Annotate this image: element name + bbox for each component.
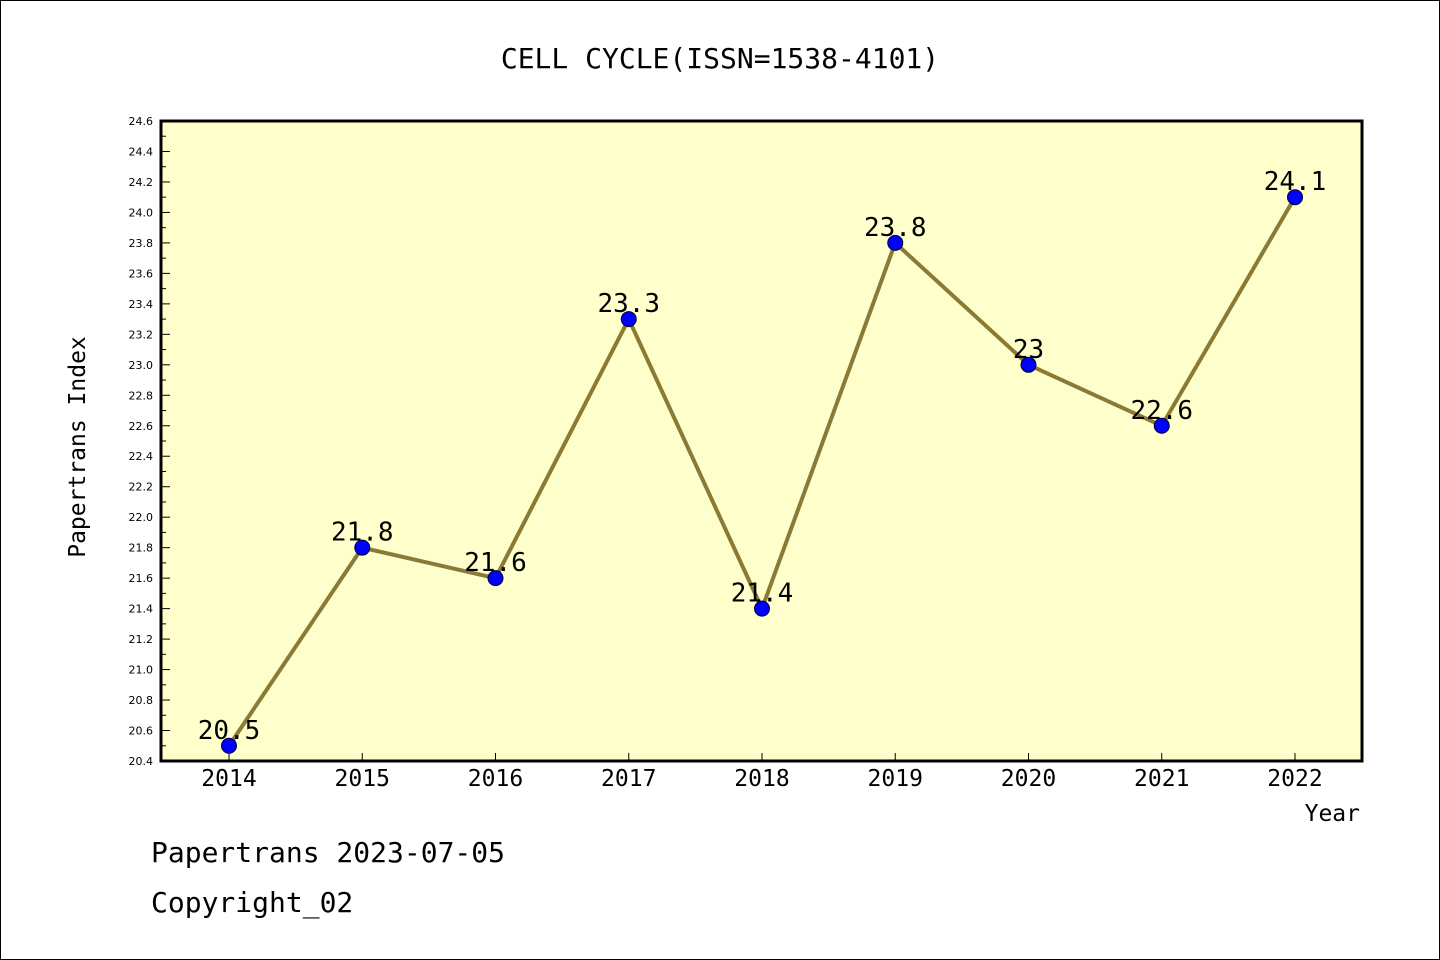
y-tick-label: 23.8 (129, 237, 154, 250)
x-tick-label: 2021 (1134, 766, 1189, 792)
y-tick-label: 22.6 (129, 420, 154, 433)
data-point (487, 570, 504, 587)
y-tick-label: 22.2 (129, 481, 154, 494)
x-tick-label: 2018 (734, 766, 789, 792)
y-tick-label: 23.6 (129, 267, 154, 280)
data-label: 21.4 (731, 579, 794, 609)
data-label: 23.3 (597, 289, 660, 319)
y-tick-label: 20.4 (129, 755, 154, 768)
y-tick-label: 21.0 (129, 664, 154, 677)
y-tick-label: 22.8 (129, 389, 154, 402)
chart-title: CELL CYCLE(ISSN=1538-4101) (501, 42, 939, 75)
y-tick-label: 21.8 (129, 542, 154, 555)
x-tick-label: 2022 (1267, 766, 1322, 792)
data-point (1020, 356, 1037, 373)
data-point (887, 234, 904, 251)
data-point (221, 737, 237, 754)
y-tick-label: 20.8 (129, 694, 154, 707)
data-label: 21.8 (331, 518, 394, 548)
footer-copyright-line: Copyright_02 (151, 886, 354, 919)
data-point (354, 539, 371, 556)
x-axis-label: Year (1305, 801, 1360, 827)
y-tick-label: 22.4 (129, 450, 154, 463)
data-label: 23 (1013, 335, 1044, 365)
y-tick-label: 21.2 (129, 633, 154, 646)
y-tick-label: 23.2 (129, 328, 154, 341)
data-point (1153, 417, 1170, 434)
data-label: 21.6 (464, 548, 527, 578)
x-axis: 2014 2015 2016 2017 2018 2019 2020 2021 2022 (201, 753, 1323, 792)
y-tick-label: 24.2 (129, 176, 154, 189)
data-labels: 20.5 21.8 21.6 23.3 21.4 23.8 23 22.6 24.1 (198, 167, 1327, 746)
data-label: 20.5 (198, 716, 261, 746)
data-label: 23.8 (864, 213, 927, 243)
footer-date-line: Papertrans 2023-07-05 (151, 836, 506, 869)
y-tick-label: 24.0 (129, 206, 154, 219)
y-tick-label: 23.4 (129, 298, 154, 311)
y-axis: 20.4 20.6 20.8 21.0 21.2 21.4 21.6 21.8 22.0 22.2… (129, 115, 170, 768)
y-tick-label: 22.0 (129, 511, 154, 524)
x-tick-label: 2020 (1001, 766, 1056, 792)
x-tick-label: 2014 (201, 766, 256, 792)
data-point (1287, 189, 1303, 206)
plot-area (159, 119, 1364, 763)
y-tick-label: 21.4 (129, 603, 154, 616)
y-tick-label: 20.6 (129, 725, 154, 738)
x-tick-label: 2019 (868, 766, 923, 792)
data-label: 24.1 (1264, 167, 1327, 197)
y-tick-label: 23.0 (129, 359, 154, 372)
x-tick-label: 2015 (335, 766, 390, 792)
data-point (620, 311, 637, 328)
data-point (754, 600, 770, 617)
data-label: 22.6 (1130, 396, 1193, 426)
y-axis-label: Papertrans Index (65, 336, 91, 558)
y-tick-label: 21.6 (129, 572, 154, 585)
x-tick-label: 2016 (468, 766, 523, 792)
y-tick-label: 24.6 (129, 115, 154, 128)
y-tick-label: 24.4 (129, 145, 154, 158)
x-tick-label: 2017 (601, 766, 656, 792)
series-markers (221, 189, 1303, 754)
